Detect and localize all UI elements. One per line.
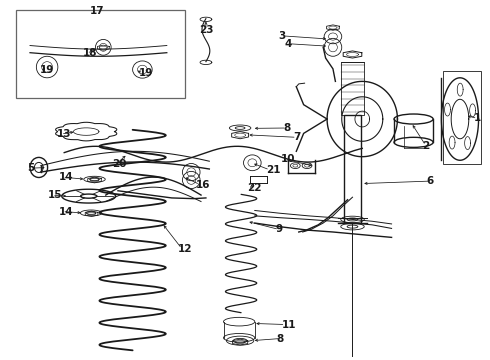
Text: 19: 19 — [40, 64, 54, 75]
Text: 3: 3 — [278, 31, 286, 41]
Text: 16: 16 — [196, 180, 211, 190]
Text: 14: 14 — [58, 207, 73, 217]
Text: 10: 10 — [281, 154, 295, 164]
Text: 5: 5 — [27, 163, 35, 173]
Text: 14: 14 — [58, 172, 73, 182]
Bar — [443, 71, 482, 164]
Bar — [16, 10, 185, 98]
Text: 22: 22 — [247, 183, 262, 193]
Text: 13: 13 — [57, 129, 72, 139]
Text: 15: 15 — [48, 190, 63, 201]
Text: 8: 8 — [283, 123, 291, 133]
Text: 4: 4 — [285, 39, 292, 49]
Text: 11: 11 — [282, 320, 296, 329]
Text: 1: 1 — [474, 113, 481, 123]
Text: 18: 18 — [83, 48, 98, 58]
Text: 7: 7 — [293, 132, 300, 142]
Text: 19: 19 — [139, 68, 153, 78]
Text: 9: 9 — [275, 225, 282, 234]
Text: 2: 2 — [422, 140, 429, 150]
Text: 8: 8 — [277, 333, 284, 343]
Text: 20: 20 — [113, 159, 127, 169]
Bar — [341, 62, 364, 116]
Text: 17: 17 — [90, 6, 104, 16]
Text: 23: 23 — [198, 25, 213, 35]
Bar — [343, 116, 361, 223]
Text: 12: 12 — [178, 244, 193, 254]
Text: 6: 6 — [427, 176, 434, 186]
Text: 21: 21 — [266, 165, 280, 175]
